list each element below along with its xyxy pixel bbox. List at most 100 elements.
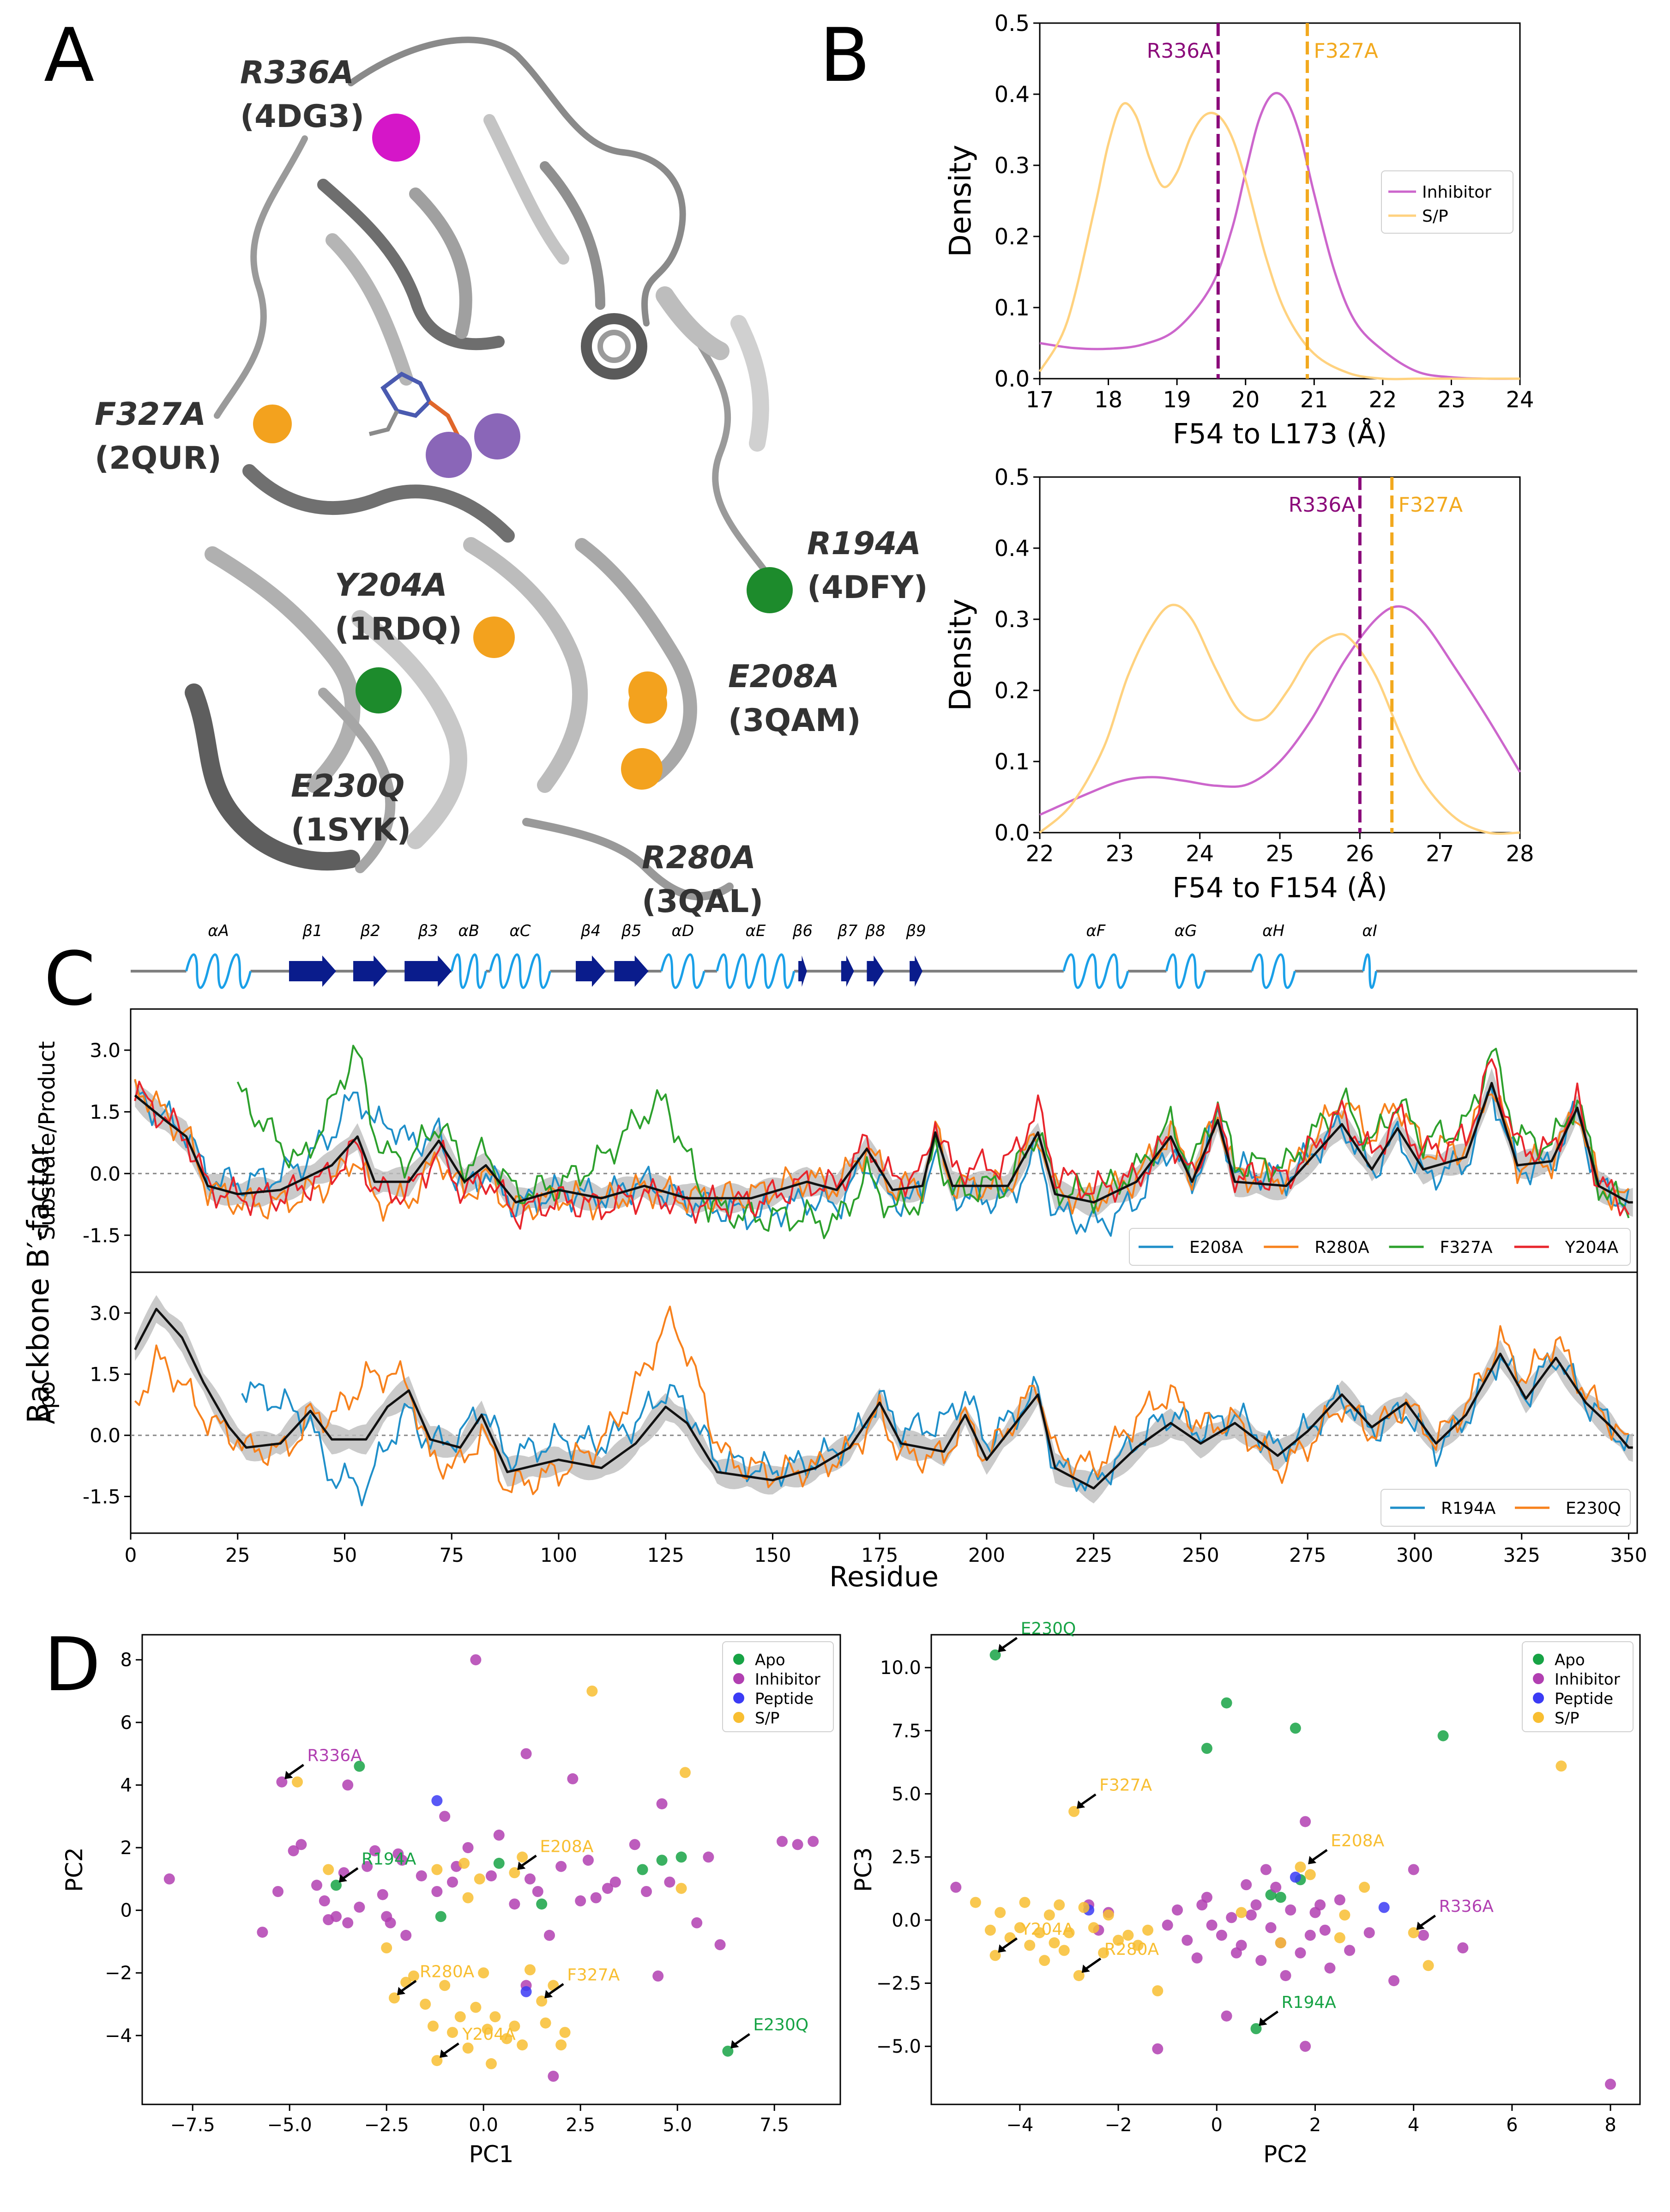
x-tick-label: 50 <box>332 1544 357 1566</box>
point-inhibitor <box>342 1917 354 1928</box>
vline-label-r336a: R336A <box>1289 493 1356 517</box>
vline-label-f327a: F327A <box>1314 39 1378 63</box>
point-inhibitor <box>342 1779 354 1791</box>
point-inhibitor <box>276 1776 288 1788</box>
point-inhibitor <box>792 1839 803 1850</box>
point-inhibitor <box>439 1811 451 1822</box>
x-tick-label: 26 <box>1346 841 1374 867</box>
helix-αH <box>1251 953 1296 989</box>
y-tick-label: 0.0 <box>892 1910 921 1931</box>
point-sp <box>381 1942 392 1953</box>
helix-αA <box>185 953 252 989</box>
point-sp <box>462 1892 474 1904</box>
annotation-arrowhead <box>1416 1922 1425 1930</box>
point-inhibitor <box>1319 1924 1331 1936</box>
y-tick-label: 0.3 <box>995 607 1030 633</box>
point-apo <box>637 1864 648 1875</box>
ss-label: β5 <box>621 922 641 940</box>
x-tick-label: −5.0 <box>267 2115 312 2136</box>
vline-label-r336a: R336A <box>1147 39 1214 63</box>
point-sp <box>1088 1922 1099 1934</box>
point-inhibitor <box>714 1939 726 1951</box>
point-apo <box>435 1911 446 1922</box>
legend-label-peptide: Peptide <box>1555 1690 1613 1708</box>
point-sp <box>1113 1934 1124 1946</box>
x-tick-label: 4 <box>1408 2115 1419 2136</box>
point-sp <box>1043 1909 1055 1921</box>
annotation-arrow <box>520 1855 537 1868</box>
strand-β4 <box>576 955 606 987</box>
point-inhibitor <box>377 1889 388 1900</box>
bfactor-plot-apo: -1.5 0.0 1.5 3.0 Apo R194A E230Q 0 25 50 75 100 125 1… <box>34 1271 1647 1593</box>
helix-αF <box>1062 953 1129 989</box>
y-axis-label: Substrate/Product <box>34 1041 60 1240</box>
point-sp <box>536 1995 548 2007</box>
point-sp <box>478 1967 489 1979</box>
point-inhibitor <box>1314 1899 1326 1910</box>
point-sp <box>408 1970 419 1982</box>
helix-αC <box>489 953 551 989</box>
point-sp <box>1078 1902 1090 1913</box>
e208a-sphere-2 <box>628 685 667 724</box>
point-sp <box>1122 1929 1134 1941</box>
x-tick-label: −7.5 <box>170 2115 215 2136</box>
point-inhibitor <box>369 1845 380 1856</box>
point-inhibitor <box>493 1829 505 1841</box>
point-apo <box>1201 1743 1212 1754</box>
point-inhibitor <box>400 1929 412 1941</box>
annotation-arrowhead <box>998 1644 1007 1652</box>
point-sp <box>995 1907 1006 1918</box>
point-inhibitor <box>462 1842 474 1853</box>
annotation-arrow <box>400 1980 417 1993</box>
point-inhibitor <box>509 1898 520 1910</box>
pca-plot-pc2-pc3: −4 −2 0 2 4 6 8 −5.0 −2.5 0.0 2.5 5.0 7.5 10.0 PC2 PC3 E… <box>850 1620 1641 2168</box>
point-inhibitor <box>1216 1929 1227 1941</box>
point-inhibitor <box>1300 1816 1311 1827</box>
point-sp <box>431 1864 443 1875</box>
legend-label-inhibitor: Inhibitor <box>755 1670 820 1689</box>
strand-β2 <box>353 955 388 987</box>
point-sp <box>509 2020 520 2032</box>
x-tick-label: 225 <box>1075 1544 1112 1566</box>
annotation-y204a: Y204A <box>462 2025 516 2044</box>
legend-box <box>722 1641 834 1732</box>
point-inhibitor <box>331 1911 342 1922</box>
annotation-arrow <box>1079 1793 1097 1806</box>
point-peptide <box>1378 1902 1390 1913</box>
point-sp <box>447 2027 458 2038</box>
point-sp <box>1098 1947 1109 1958</box>
r336a-sphere <box>372 114 420 162</box>
point-inhibitor <box>1255 1955 1267 1966</box>
ss-label: β8 <box>865 922 885 940</box>
x-tick-label: 22 <box>1025 841 1054 867</box>
annotation-r194a: R194A <box>1282 1993 1337 2012</box>
point-apo <box>1275 1892 1286 1903</box>
legend-label-e208a: E208A <box>1189 1238 1243 1257</box>
annotation-arrowhead <box>1308 1856 1317 1865</box>
annotation-arrowhead <box>1081 1964 1090 1973</box>
y-tick-label: 0.4 <box>995 536 1030 562</box>
point-inhibitor <box>1605 2079 1616 2090</box>
helix-αE <box>716 953 796 989</box>
x-tick-label: 2.5 <box>566 2115 595 2136</box>
x-tick-label: 300 <box>1396 1544 1433 1566</box>
y-tick-label: 0.0 <box>90 1162 121 1185</box>
y-axis-label: PC2 <box>61 1847 88 1892</box>
annotation-r280a: R280A <box>420 1962 475 1981</box>
x-tick-label: 24 <box>1186 841 1214 867</box>
point-inhibitor <box>544 1929 555 1941</box>
x-tick-label: 0.0 <box>469 2115 498 2136</box>
label-y204a: Y204A <box>335 567 447 604</box>
point-inhibitor <box>1285 1904 1296 1916</box>
point-sp <box>428 2020 439 2032</box>
point-sp <box>489 2011 501 2023</box>
point-sp <box>559 2027 571 2038</box>
r280a-sphere <box>621 748 663 790</box>
point-inhibitor <box>1388 1975 1399 1987</box>
legend-box <box>1381 170 1513 234</box>
ss-label: αA <box>208 922 229 940</box>
point-inhibitor <box>257 1927 268 1938</box>
point-sp <box>1103 1909 1114 1921</box>
vline-label-f327a: F327A <box>1399 493 1463 517</box>
strand-β5 <box>614 955 649 987</box>
